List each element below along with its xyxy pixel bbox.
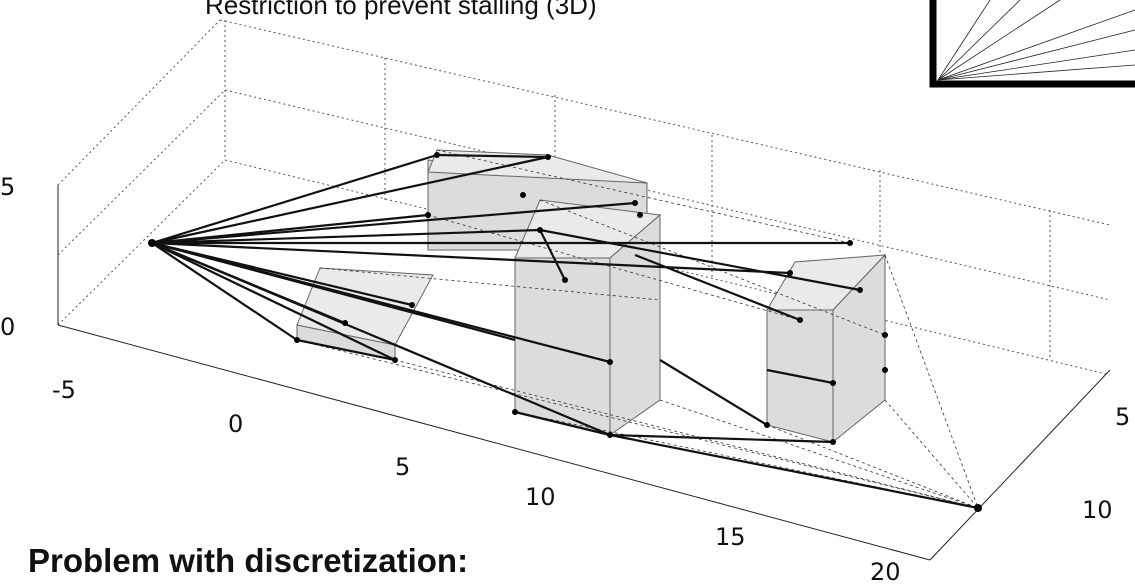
- x-tick-label: 10: [525, 483, 556, 511]
- x-tick-label: 5: [395, 453, 410, 481]
- plot: 5 0 -5 0 5 10 15 20 5 10: [0, 20, 1130, 586]
- y-tick-label: 10: [1082, 496, 1113, 524]
- slide: Restriction to prevent stalling (3D): [0, 0, 1135, 586]
- y-tick-label: 5: [1115, 403, 1130, 431]
- x-tick-label: -5: [52, 376, 76, 404]
- page: {"title": "Restriction to prevent stalli…: [0, 0, 1135, 586]
- title: Restriction to prevent stalling (3D): [205, 0, 597, 20]
- z-tick-label: 0: [0, 313, 15, 341]
- heading: Problem with discretization:: [28, 542, 468, 579]
- x-tick-label: 15: [715, 523, 746, 551]
- x-tick-label: 0: [228, 410, 243, 438]
- z-tick-label: 5: [0, 173, 15, 201]
- x-tick-label: 20: [870, 558, 901, 586]
- inset: [933, 0, 1135, 84]
